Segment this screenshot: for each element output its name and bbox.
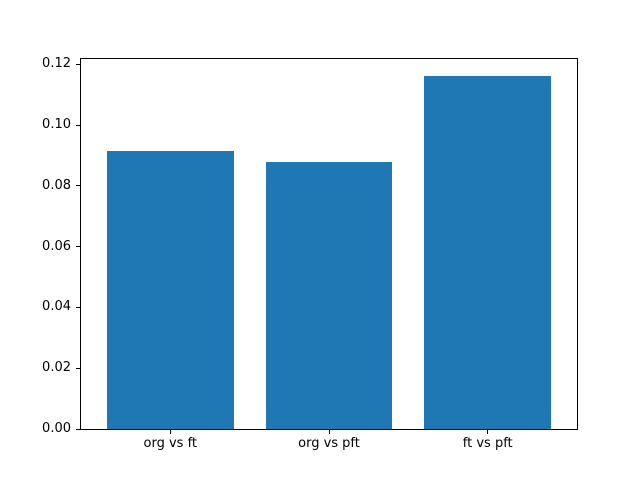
y-tick-mark xyxy=(76,63,80,65)
y-tick-mark xyxy=(76,124,80,126)
y-tick-mark xyxy=(76,185,80,187)
y-tick-label: 0.12 xyxy=(42,56,71,72)
y-tick-label: 0.02 xyxy=(42,360,71,376)
x-tick-label: ft vs pft xyxy=(462,436,513,451)
y-tick-mark xyxy=(76,306,80,308)
x-tick-mark xyxy=(487,430,489,434)
y-tick-label: 0.06 xyxy=(42,238,71,254)
y-tick-label: 0.08 xyxy=(42,177,71,193)
y-tick-mark xyxy=(76,367,80,369)
y-tick-mark xyxy=(76,246,80,248)
plot-area: 0.00 0.02 0.04 0.06 0.08 0.10 0.12 org vs ft org… xyxy=(42,56,578,451)
bar-ft-vs-pft xyxy=(424,76,552,429)
x-tick-mark xyxy=(328,430,330,434)
x-tick-label: org vs ft xyxy=(143,436,198,451)
x-tick-label: org vs pft xyxy=(298,436,360,451)
bar-org-vs-pft xyxy=(265,161,393,429)
y-tick-label: 0.04 xyxy=(42,299,71,315)
bar-org-vs-ft xyxy=(106,151,234,429)
y-tick-label: 0.10 xyxy=(42,117,71,133)
x-tick-mark xyxy=(169,430,171,434)
y-tick-mark xyxy=(76,428,80,430)
y-tick-label: 0.00 xyxy=(42,421,71,436)
